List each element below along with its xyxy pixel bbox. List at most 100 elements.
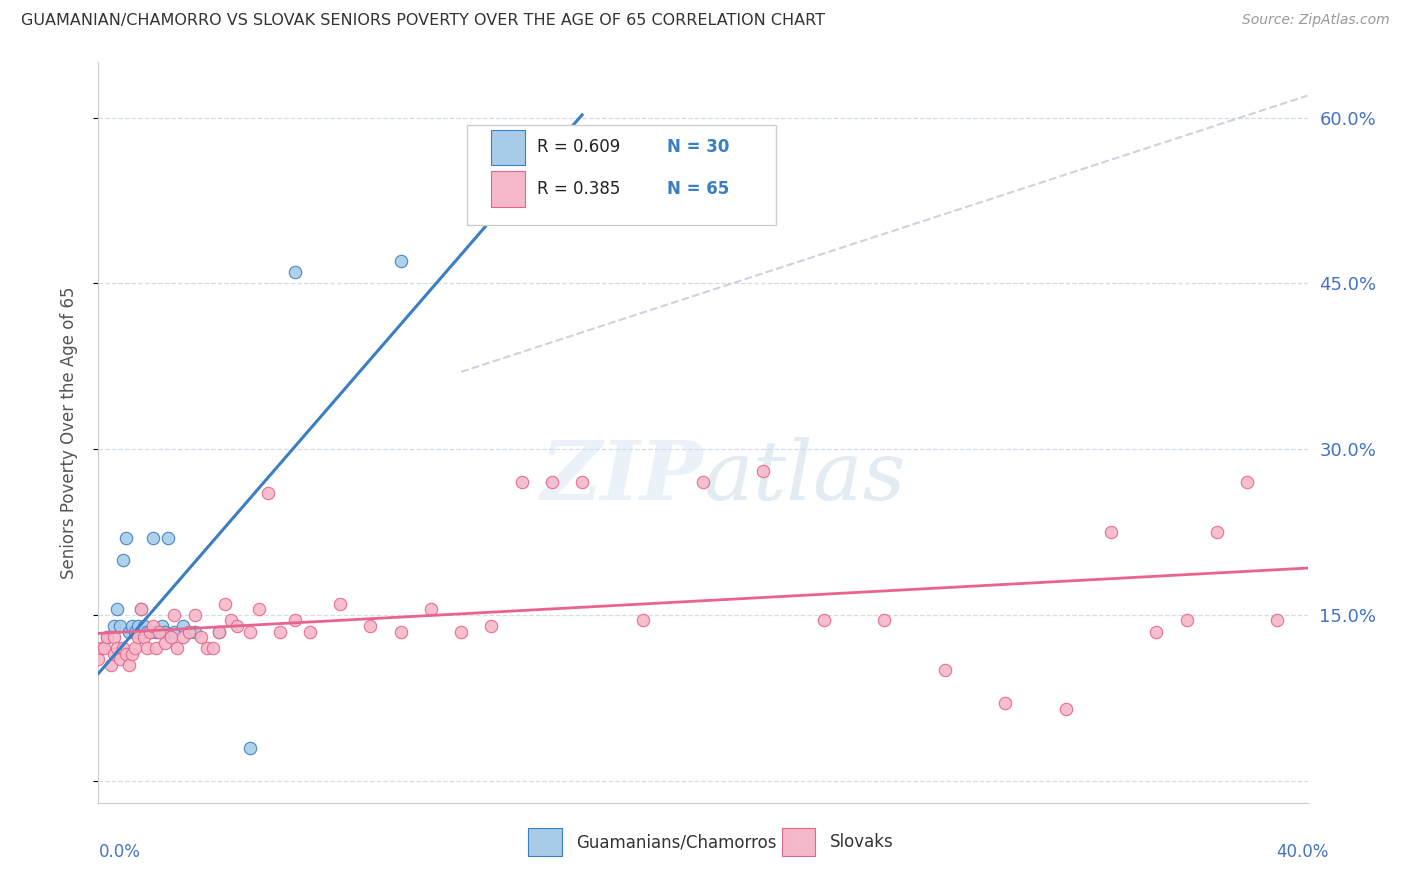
Point: [127, 619, 149, 633]
Point: [184, 624, 207, 639]
Point: [160, 630, 183, 644]
Point: [114, 531, 136, 545]
Bar: [527, 828, 561, 856]
FancyBboxPatch shape: [467, 126, 776, 226]
Point: [118, 657, 141, 672]
Point: [135, 624, 157, 639]
Point: [269, 624, 291, 639]
Point: [127, 630, 149, 644]
Point: [873, 614, 896, 628]
Point: [571, 475, 593, 490]
Point: [813, 614, 835, 628]
Point: [148, 624, 170, 639]
Text: N = 30: N = 30: [666, 138, 730, 156]
Point: [195, 641, 218, 656]
Point: [93, 641, 115, 656]
Point: [150, 619, 173, 633]
Point: [105, 641, 128, 656]
Bar: [492, 171, 526, 207]
Point: [105, 602, 128, 616]
Point: [540, 475, 562, 490]
Point: [129, 602, 152, 616]
Point: [752, 464, 775, 478]
Bar: [782, 828, 815, 856]
Point: [103, 647, 125, 661]
Point: [111, 552, 134, 566]
Point: [299, 624, 322, 639]
Point: [510, 154, 533, 169]
Point: [153, 624, 176, 639]
Point: [256, 486, 278, 500]
Point: [142, 619, 165, 633]
Point: [1236, 475, 1258, 490]
Text: GUAMANIAN/CHAMORRO VS SLOVAK SENIORS POVERTY OVER THE AGE OF 65 CORRELATION CHAR: GUAMANIAN/CHAMORRO VS SLOVAK SENIORS POV…: [21, 13, 825, 29]
Point: [481, 619, 503, 633]
Text: 40.0%: 40.0%: [1277, 843, 1329, 861]
Point: [247, 602, 270, 616]
Point: [179, 624, 201, 639]
Point: [631, 614, 654, 628]
Point: [510, 475, 533, 490]
Point: [100, 657, 122, 672]
Point: [1175, 614, 1198, 628]
Point: [132, 624, 155, 639]
Point: [103, 619, 125, 633]
Point: [145, 624, 167, 639]
Text: R = 0.385: R = 0.385: [537, 180, 637, 198]
Point: [184, 607, 207, 622]
Point: [103, 630, 125, 644]
Text: Guamanians/Chamorros: Guamanians/Chamorros: [576, 833, 776, 851]
Text: ZIP: ZIP: [540, 437, 703, 517]
Point: [420, 602, 443, 616]
Point: [121, 619, 143, 633]
Point: [172, 619, 194, 633]
Point: [239, 624, 262, 639]
Point: [87, 652, 110, 666]
Point: [139, 624, 162, 639]
Point: [96, 630, 118, 644]
Point: [208, 624, 231, 639]
Text: atlas: atlas: [703, 437, 905, 517]
Point: [108, 619, 131, 633]
Point: [1054, 702, 1077, 716]
Point: [179, 624, 201, 639]
Point: [329, 597, 352, 611]
Point: [108, 652, 131, 666]
Point: [226, 619, 249, 633]
Point: [129, 602, 152, 616]
Point: [284, 614, 307, 628]
Point: [208, 624, 231, 639]
Point: [111, 641, 134, 656]
Point: [142, 531, 165, 545]
Point: [239, 740, 262, 755]
Point: [202, 641, 225, 656]
Point: [172, 630, 194, 644]
Point: [214, 597, 236, 611]
Point: [1144, 624, 1167, 639]
Point: [145, 641, 167, 656]
Point: [139, 624, 162, 639]
Point: [153, 635, 176, 649]
Point: [163, 607, 186, 622]
Text: R = 0.609: R = 0.609: [537, 138, 637, 156]
Bar: [492, 129, 526, 165]
Point: [166, 641, 188, 656]
Point: [360, 619, 382, 633]
Point: [96, 630, 118, 644]
Point: [148, 624, 170, 639]
Point: [389, 254, 412, 268]
Point: [1267, 614, 1289, 628]
Point: [163, 624, 186, 639]
Point: [692, 475, 714, 490]
Point: [135, 641, 157, 656]
Point: [284, 265, 307, 279]
Y-axis label: Seniors Poverty Over the Age of 65: Seniors Poverty Over the Age of 65: [59, 286, 77, 579]
Point: [132, 619, 155, 633]
Point: [132, 630, 155, 644]
Point: [221, 614, 243, 628]
Point: [118, 624, 141, 639]
Point: [121, 647, 143, 661]
Point: [114, 647, 136, 661]
Point: [124, 624, 146, 639]
Text: Slovaks: Slovaks: [830, 833, 894, 851]
